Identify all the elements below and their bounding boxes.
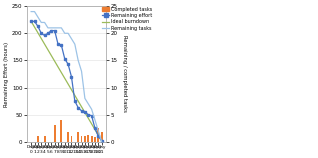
- Legend: Completed tasks, Remaining effort, Ideal burndown, Remaining tasks: Completed tasks, Remaining effort, Ideal…: [101, 6, 153, 31]
- Bar: [60, 120, 62, 142]
- Bar: [71, 136, 73, 142]
- Bar: [67, 132, 69, 142]
- Bar: [101, 132, 103, 142]
- Bar: [91, 136, 93, 142]
- Bar: [80, 136, 82, 142]
- Bar: [77, 132, 79, 142]
- Bar: [84, 136, 86, 142]
- Y-axis label: Remaining / completed tasks: Remaining / completed tasks: [121, 35, 127, 112]
- Y-axis label: Remaining Effort (hours): Remaining Effort (hours): [4, 41, 9, 106]
- Bar: [87, 135, 89, 142]
- Bar: [44, 136, 45, 142]
- Bar: [97, 128, 99, 142]
- Bar: [37, 136, 39, 142]
- Bar: [54, 125, 56, 142]
- Bar: [94, 137, 96, 142]
